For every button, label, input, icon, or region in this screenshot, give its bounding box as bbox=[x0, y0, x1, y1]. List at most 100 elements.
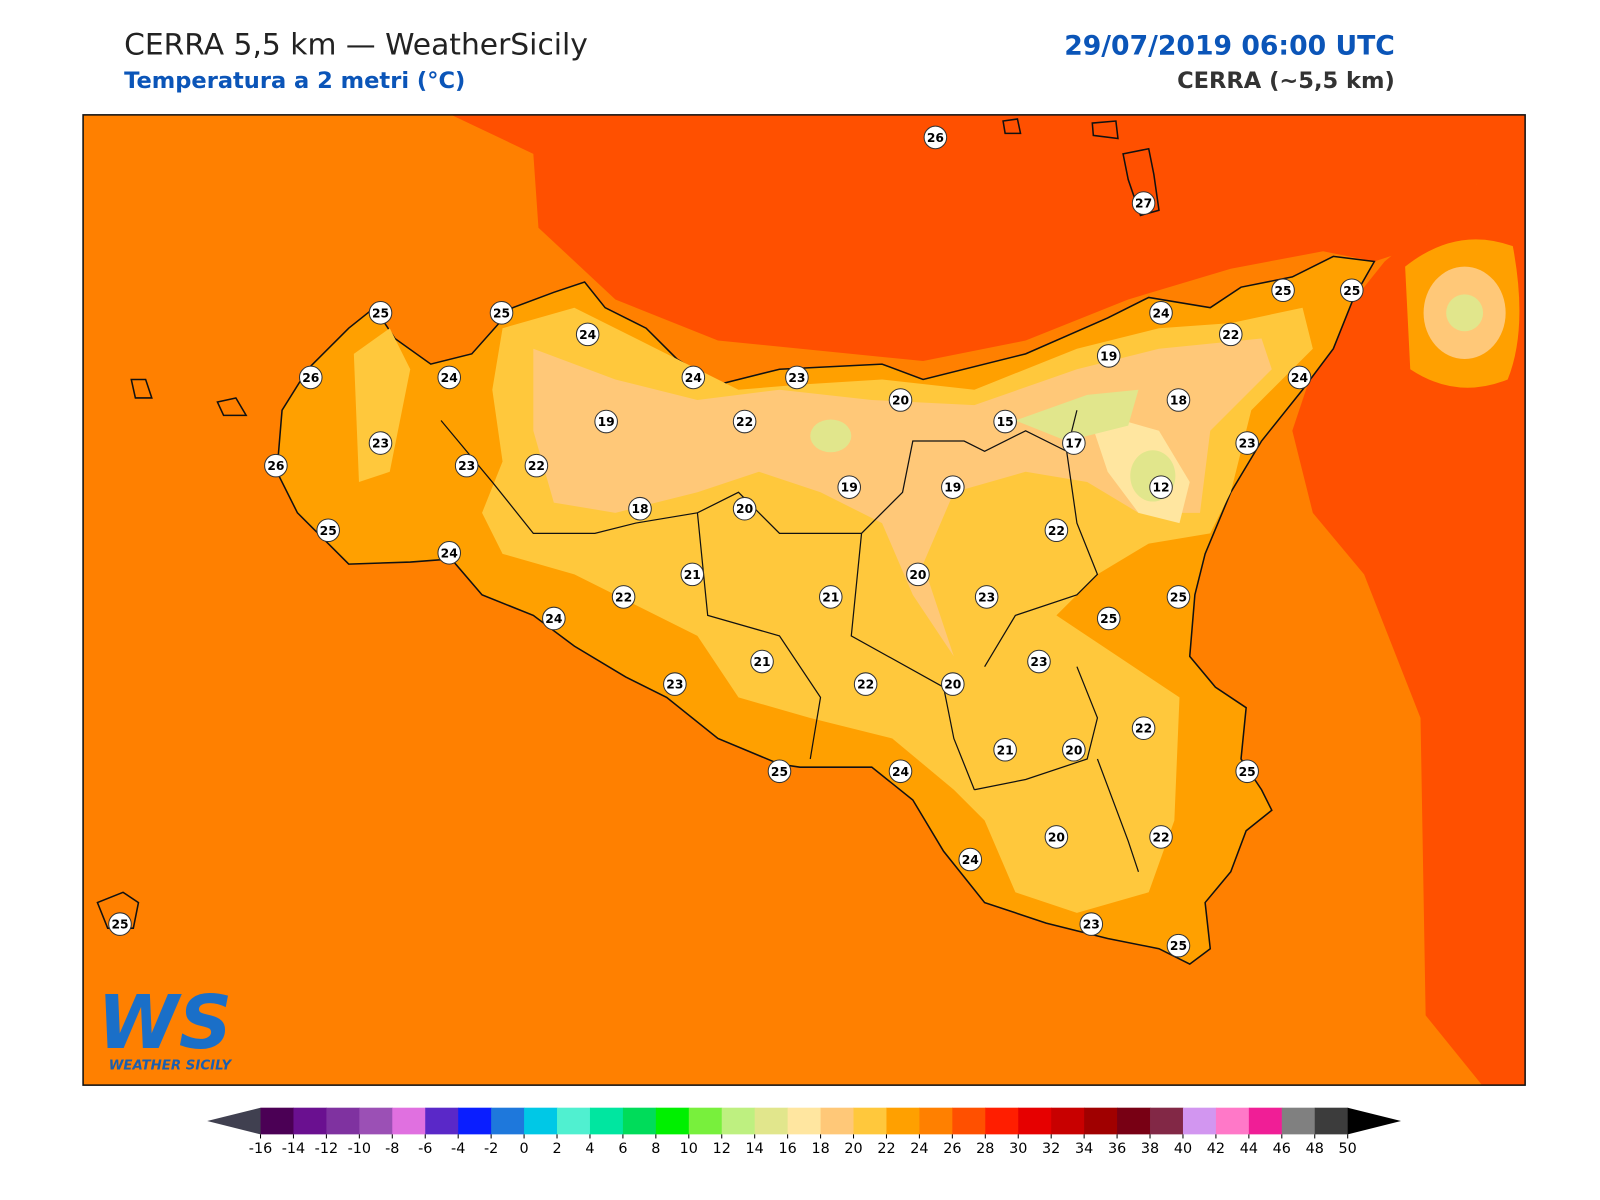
station-value: 26 bbox=[927, 131, 944, 145]
contour bbox=[353, 328, 411, 483]
station-marker bbox=[818, 585, 843, 609]
station-marker bbox=[1287, 365, 1312, 390]
station-value: 24 bbox=[441, 546, 458, 560]
station-value: 25 bbox=[1239, 765, 1256, 779]
station-value: 20 bbox=[944, 678, 961, 692]
colorbar-tick-label: 2 bbox=[552, 1141, 561, 1157]
colorbar-over bbox=[1347, 1107, 1402, 1135]
colorbar-swatch bbox=[622, 1107, 657, 1135]
colorbar-tick-label: 46 bbox=[1273, 1141, 1291, 1157]
station-value: 24 bbox=[1152, 306, 1169, 320]
station-value: 22 bbox=[1048, 524, 1065, 538]
station-marker bbox=[575, 322, 600, 347]
station-value: 24 bbox=[892, 765, 909, 779]
colorbar-swatch bbox=[491, 1107, 525, 1135]
logo-text: WEATHER SICILY bbox=[109, 1059, 233, 1074]
station-value: 25 bbox=[1170, 590, 1187, 604]
station-marker bbox=[316, 518, 340, 543]
colorbar-swatch bbox=[754, 1107, 789, 1135]
station-value: 27 bbox=[1135, 197, 1152, 211]
station-marker bbox=[888, 759, 913, 784]
station-marker bbox=[663, 672, 687, 696]
colorbar-tick-label: 18 bbox=[811, 1141, 829, 1157]
colorbar-tick-label: 4 bbox=[585, 1141, 594, 1157]
colorbar-tick-label: 40 bbox=[1174, 1141, 1192, 1157]
colorbar-swatch bbox=[1215, 1107, 1250, 1135]
station-value: 15 bbox=[997, 415, 1014, 429]
station-value: 19 bbox=[841, 481, 858, 495]
station-marker bbox=[888, 388, 913, 412]
station-value: 19 bbox=[598, 415, 615, 429]
station-marker bbox=[941, 475, 965, 499]
station-marker bbox=[1131, 716, 1156, 740]
station-marker bbox=[1339, 278, 1364, 303]
station-value: 23 bbox=[372, 437, 389, 451]
station-value: 25 bbox=[372, 306, 389, 320]
station-value: 22 bbox=[528, 459, 545, 473]
colorbar-tick-label: 48 bbox=[1306, 1141, 1324, 1157]
warm-sea bbox=[451, 114, 1477, 362]
colorbar-swatch bbox=[1084, 1107, 1118, 1135]
station-marker bbox=[1027, 649, 1051, 674]
station-marker bbox=[437, 541, 462, 565]
colorbar: -16 -14 -12 -10 -8 -6 -4 -2 0 2 4 6 8 10 12 14 16 18 20 22 2… bbox=[207, 1107, 1402, 1157]
station-value: 23 bbox=[1239, 437, 1256, 451]
station-value: 22 bbox=[1222, 328, 1239, 342]
title: CERRA 5,5 km — WeatherSicily bbox=[124, 27, 588, 62]
colorbar-swatch bbox=[1314, 1107, 1349, 1135]
station-value: 22 bbox=[615, 590, 632, 604]
colorbar-swatch bbox=[392, 1107, 426, 1135]
station-marker bbox=[993, 737, 1017, 762]
station-value: 26 bbox=[267, 459, 284, 473]
station-value: 24 bbox=[962, 853, 979, 867]
colorbar-tick-label: -8 bbox=[385, 1141, 399, 1157]
colorbar-under bbox=[207, 1107, 261, 1135]
station-value: 23 bbox=[978, 590, 995, 604]
map bbox=[83, 114, 1526, 1086]
colorbar-swatch bbox=[952, 1107, 986, 1135]
station-value: 21 bbox=[822, 590, 839, 604]
station-value: 18 bbox=[1170, 394, 1187, 408]
station-marker bbox=[298, 365, 323, 390]
station-value: 22 bbox=[1152, 830, 1169, 844]
colorbar-tick-label: -4 bbox=[451, 1141, 465, 1157]
station-marker bbox=[1062, 737, 1086, 762]
station-marker bbox=[993, 409, 1017, 434]
colorbar-swatch bbox=[1051, 1107, 1085, 1135]
colorbar-swatch bbox=[1117, 1107, 1151, 1135]
station-value: 22 bbox=[736, 415, 753, 429]
station-marker bbox=[680, 562, 705, 587]
station-value: 25 bbox=[111, 918, 128, 932]
colorbar-tick-label: -14 bbox=[282, 1141, 305, 1157]
station-marker bbox=[1235, 759, 1259, 784]
colorbar-swatch bbox=[326, 1107, 360, 1135]
colorbar-tick-label: -16 bbox=[249, 1141, 272, 1157]
station-value: 20 bbox=[1065, 743, 1082, 757]
colorbar-tick-label: 34 bbox=[1075, 1141, 1093, 1157]
station-marker bbox=[1096, 606, 1121, 631]
station-marker bbox=[941, 672, 965, 696]
station-marker bbox=[837, 475, 862, 499]
station-value: 25 bbox=[1343, 284, 1360, 298]
station-marker bbox=[1218, 322, 1243, 347]
colorbar-swatch bbox=[425, 1107, 459, 1135]
colorbar-swatch bbox=[260, 1107, 294, 1135]
station-marker bbox=[1062, 431, 1086, 455]
station-marker bbox=[732, 409, 757, 434]
colorbar-tick-label: 36 bbox=[1108, 1141, 1126, 1157]
station-value: 25 bbox=[771, 765, 788, 779]
station-value: 23 bbox=[1083, 918, 1100, 932]
station-marker bbox=[785, 365, 809, 390]
station-value: 25 bbox=[1170, 939, 1187, 953]
station-marker bbox=[264, 453, 288, 478]
colorbar-swatch bbox=[557, 1107, 591, 1135]
contour bbox=[810, 419, 852, 453]
station-marker bbox=[974, 585, 999, 609]
subtitle: Temperatura a 2 metri (°C) bbox=[124, 68, 465, 94]
station-marker bbox=[958, 847, 983, 872]
colorbar-tick-label: 20 bbox=[844, 1141, 862, 1157]
station-value: 21 bbox=[997, 743, 1014, 757]
colorbar-swatch bbox=[721, 1107, 756, 1135]
station-marker bbox=[1149, 301, 1173, 325]
colorbar-tick-label: 14 bbox=[746, 1141, 764, 1157]
